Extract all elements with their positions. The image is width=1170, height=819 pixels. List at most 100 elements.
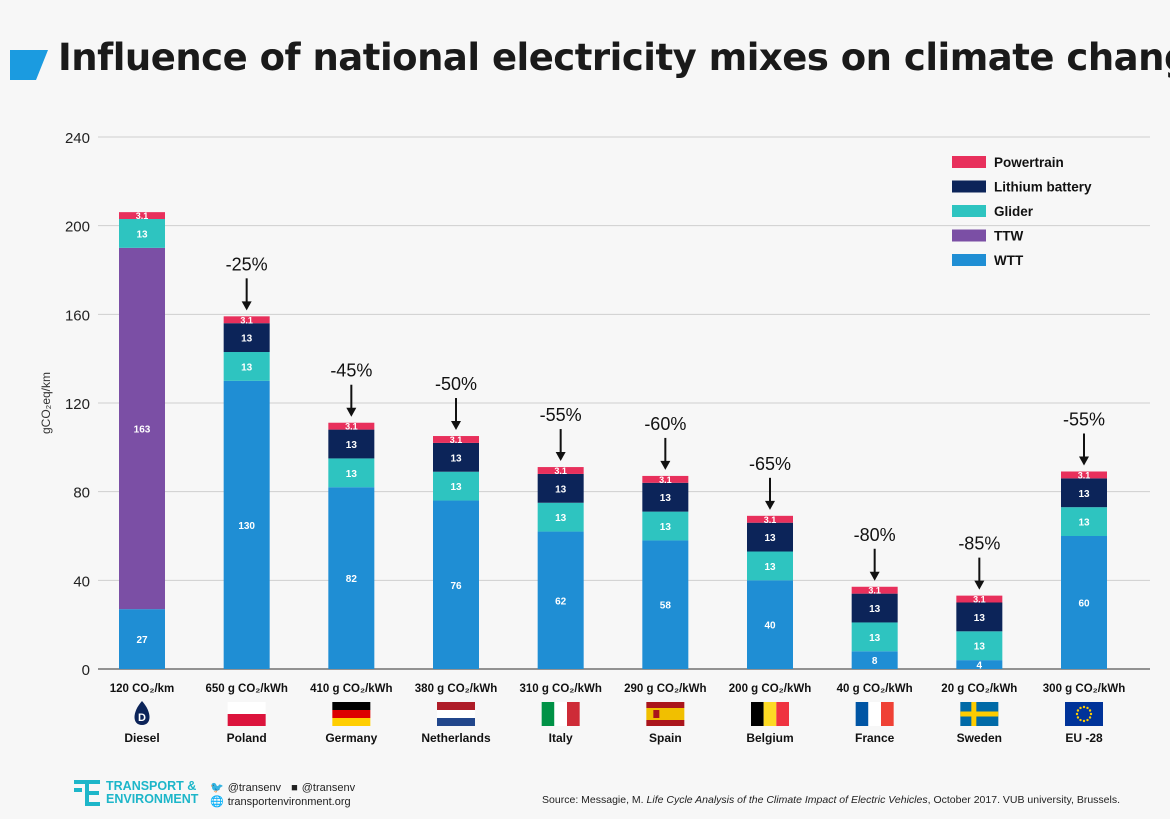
flag-eu-star [1088, 716, 1092, 719]
bar-value-label: 3.1 [345, 422, 358, 432]
flag-netherlands-stripe [437, 702, 475, 710]
reduction-arrow-head [555, 452, 566, 462]
legend-label: WTT [994, 253, 1024, 268]
y-tick-label: 40 [73, 573, 90, 590]
reduction-label: -55% [1063, 409, 1105, 429]
bar-segment-wtt [1061, 536, 1107, 669]
flag-italy-stripe [541, 702, 555, 726]
logo-line-1: TRANSPORT & [106, 779, 197, 793]
x-category-label: Diesel [124, 731, 159, 745]
bar-segment-powertrain [851, 586, 898, 594]
bar-segment-powertrain [433, 436, 479, 443]
legend-swatch [952, 205, 986, 217]
reduction-label: -55% [540, 405, 582, 425]
bar-value-label: 62 [555, 596, 567, 607]
bar-value-label: 27 [136, 635, 148, 646]
twitter-handle[interactable]: @transenv [227, 782, 282, 794]
flag-eu-star [1086, 706, 1089, 710]
bar-segment-glider [956, 631, 1003, 661]
facebook-handle[interactable]: @transenv [301, 782, 356, 794]
x-intensity-label: 290 g CO₂/kWh [624, 683, 706, 695]
reduction-label: -65% [749, 454, 791, 474]
fuel-drop-letter: D [138, 712, 146, 724]
x-intensity-label: 40 g CO₂/kWh [837, 683, 913, 695]
bar-value-label: 82 [346, 574, 358, 585]
x-intensity-label: 410 g CO₂/kWh [310, 683, 392, 695]
source-prefix: Source: Messagie, M. [542, 794, 647, 806]
reduction-arrow-head [346, 407, 357, 417]
reduction-arrow-head [765, 500, 775, 510]
legend-label: Glider [994, 204, 1034, 219]
bar-value-label: 13 [660, 493, 672, 504]
bar-value-label: 130 [238, 521, 255, 532]
flag-italy-stripe [567, 702, 580, 726]
reduction-arrow-head [660, 460, 671, 470]
flag-eu-field [1065, 702, 1103, 726]
bar-value-label: 13 [555, 513, 567, 524]
flag-eu-star [1075, 712, 1079, 716]
reduction-arrow-head [1079, 456, 1089, 466]
y-tick-label: 120 [65, 396, 90, 413]
website-link[interactable]: transportenvironment.org [227, 796, 351, 808]
legend-swatch [952, 254, 986, 266]
reduction-label: -25% [226, 254, 268, 274]
bar-segment-glider [328, 458, 375, 488]
bar-value-label: 60 [1078, 599, 1090, 610]
bar-segment-glider [223, 352, 270, 381]
flag-eu-star [1076, 716, 1080, 719]
x-category-label: Italy [549, 731, 573, 745]
bar-segment-wtt [956, 660, 1003, 669]
reduction-arrow-head [451, 421, 461, 431]
bar-value-label: 13 [660, 522, 672, 533]
header [0, 8, 1170, 108]
flag-eu-star [1079, 718, 1082, 722]
bar-segment-powertrain [956, 595, 1003, 603]
reduction-label: -85% [958, 534, 1000, 554]
twitter-icon: 🐦 [210, 782, 224, 794]
bar-segment-glider [747, 551, 793, 581]
bar-value-label: 3.1 [240, 315, 253, 325]
bar-value-label: 13 [450, 482, 462, 493]
legend-label: TTW [994, 229, 1023, 244]
x-intensity-label: 20 g CO₂/kWh [941, 683, 1017, 695]
bar-segment-lithium-battery [1061, 478, 1107, 508]
x-intensity-label: 310 g CO₂/kWh [519, 683, 601, 695]
bar-segment-powertrain [119, 212, 165, 220]
y-axis-label: gCO₂eq/km [39, 372, 53, 434]
bar-segment-powertrain [537, 467, 584, 474]
y-tick-label: 240 [65, 130, 90, 147]
bar-value-label: 13 [1078, 518, 1090, 529]
brand-logo: TRANSPORT & ENVIRONMENT [74, 780, 198, 806]
bar-value-label: 76 [450, 581, 462, 592]
flag-spain-emblem [653, 710, 660, 718]
y-tick-label: 160 [65, 307, 90, 324]
reduction-arrow-head [869, 571, 880, 581]
bar-value-label: 3.1 [973, 595, 986, 605]
bar-value-label: 3.1 [659, 475, 672, 485]
x-category-label: Netherlands [421, 731, 491, 745]
bar-value-label: 4 [977, 661, 983, 672]
bar-segment-wtt [851, 651, 898, 669]
bar-segment-wtt [433, 500, 479, 669]
chart: 0 40 80 120 160 200 240 gCO₂eq/km 27 163 13 3.1 120 … [39, 130, 1150, 745]
bar-value-label: 3.1 [1078, 470, 1091, 480]
bar-value-label: 3.1 [868, 586, 881, 596]
bar-segment-lithium-battery [433, 442, 479, 472]
x-intensity-label: 650 g CO₂/kWh [205, 683, 287, 695]
bar-value-label: 13 [764, 562, 776, 573]
bar-value-label: 13 [869, 633, 881, 644]
source-title: Life Cycle Analysis of the Climate Impac… [646, 794, 928, 806]
flag-france-stripe [881, 702, 894, 726]
bar-segment-lithium-battery [747, 522, 793, 552]
bar-value-label: 3.1 [136, 211, 149, 221]
flag-eu-star [1082, 719, 1086, 723]
bar-segment-lithium-battery [851, 593, 898, 623]
logo-line-2: ENVIRONMENT [106, 792, 199, 806]
bar-value-label: 3.1 [554, 466, 567, 476]
reduction-label: -80% [854, 525, 896, 545]
bar-segment-ttw [119, 247, 165, 610]
bar-value-label: 3.1 [450, 435, 463, 445]
chart-title: Influence of national electricity mixes … [58, 36, 1170, 79]
flag-italy-stripe [554, 702, 567, 726]
flag-eu-star [1086, 718, 1089, 722]
